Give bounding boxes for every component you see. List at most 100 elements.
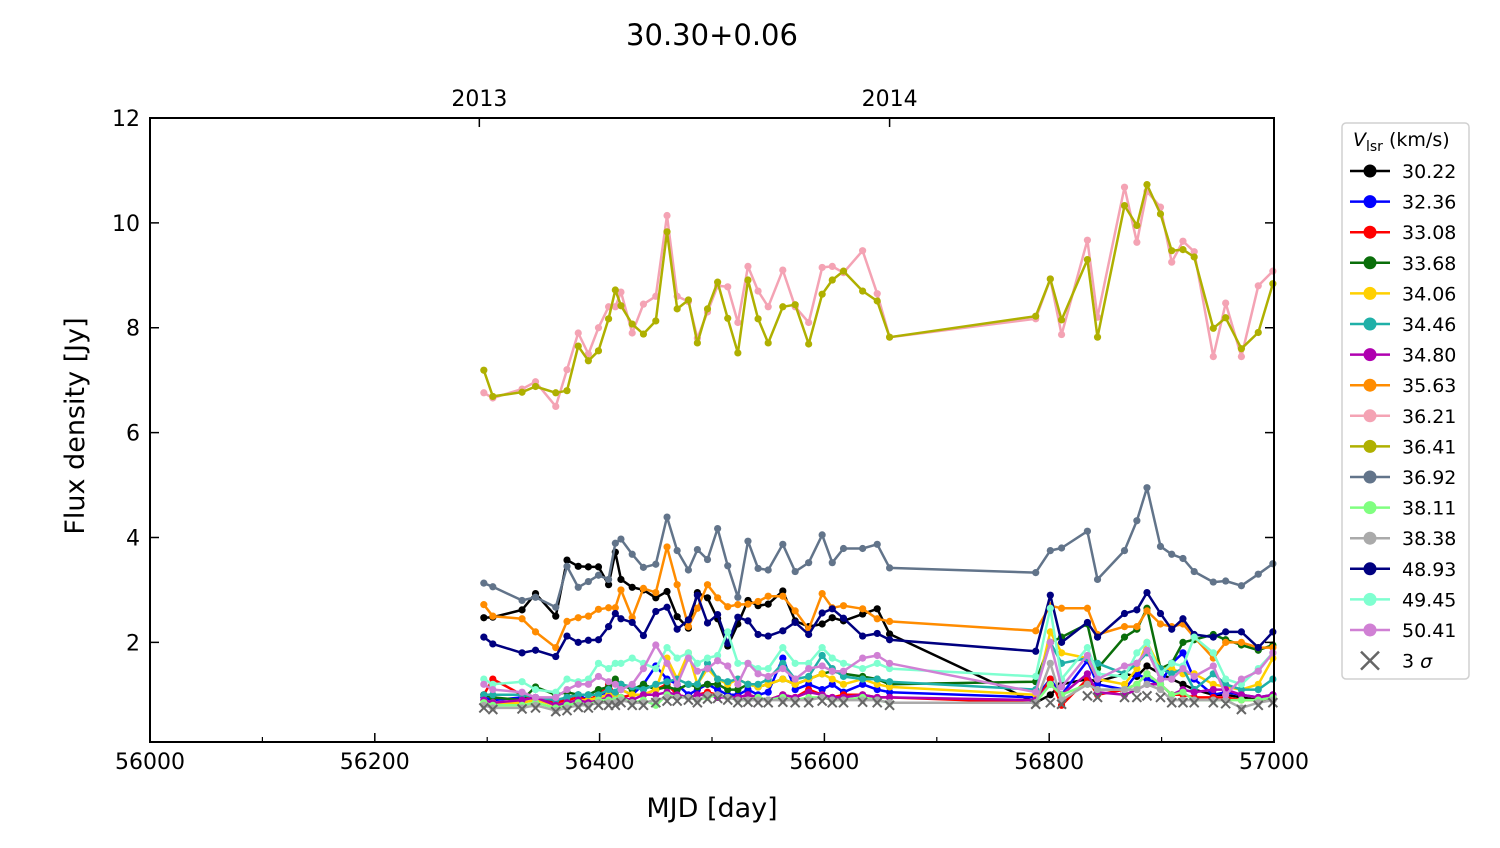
data-point	[859, 544, 867, 553]
legend-item: 34.80	[1350, 345, 1456, 367]
data-point	[584, 612, 592, 620]
data-point	[828, 675, 836, 683]
data-point	[673, 625, 681, 633]
data-point	[1057, 330, 1066, 339]
data-point	[873, 605, 881, 613]
data-point	[1179, 554, 1187, 563]
legend-marker	[1363, 378, 1377, 392]
data-point	[779, 587, 787, 595]
series-layer	[478, 180, 1279, 717]
y-tick-label: 10	[112, 212, 140, 237]
data-point	[617, 586, 625, 594]
data-point	[574, 583, 582, 591]
data-point	[1237, 704, 1246, 712]
data-point	[480, 366, 488, 374]
data-point	[1156, 609, 1165, 618]
data-point	[714, 685, 722, 694]
data-point	[1133, 623, 1141, 631]
sigma-marker	[1236, 704, 1247, 715]
data-point	[628, 618, 636, 627]
data-point	[652, 641, 660, 649]
sigma-marker	[803, 697, 814, 708]
data-point	[628, 680, 636, 688]
legend-item: 38.11	[1350, 498, 1456, 520]
data-point	[652, 685, 660, 694]
data-point	[764, 600, 772, 608]
data-point	[663, 543, 671, 551]
data-point	[584, 691, 592, 699]
data-point	[1237, 696, 1246, 704]
legend-title-unit: (km/s)	[1383, 129, 1450, 151]
data-point	[818, 620, 826, 628]
series-line	[483, 486, 1274, 609]
data-point	[518, 615, 526, 623]
data-point	[1269, 560, 1277, 568]
data-point	[639, 664, 648, 673]
data-point	[611, 539, 619, 547]
legend-item: 33.08	[1350, 222, 1456, 244]
data-point	[1143, 662, 1151, 670]
data-point	[754, 630, 762, 639]
data-point	[1254, 570, 1262, 578]
data-point	[1120, 609, 1129, 618]
data-point	[885, 688, 894, 696]
legend-marker	[1363, 439, 1377, 453]
legend-item: 36.41	[1350, 436, 1456, 458]
data-point	[684, 296, 692, 304]
data-point	[1209, 680, 1217, 688]
data-point	[1269, 280, 1277, 288]
data-point	[724, 678, 732, 686]
data-point	[684, 680, 692, 688]
chart-title: 30.30+0.06	[626, 18, 798, 52]
data-point	[480, 680, 488, 688]
series-line	[483, 607, 1274, 694]
data-point	[1179, 246, 1187, 254]
data-point	[1254, 685, 1262, 694]
sigma-marker	[487, 704, 499, 715]
data-point	[489, 583, 497, 591]
data-point	[779, 654, 787, 662]
data-point	[1120, 633, 1129, 641]
data-point	[885, 564, 894, 572]
data-point	[617, 680, 625, 688]
data-point	[1143, 607, 1151, 615]
data-point	[873, 297, 881, 305]
data-point	[1133, 649, 1141, 657]
data-point	[617, 535, 625, 543]
data-point	[693, 339, 701, 347]
data-point	[1057, 316, 1066, 324]
data-point	[574, 562, 582, 570]
data-point	[791, 680, 799, 688]
legend-item: 36.92	[1350, 467, 1456, 489]
data-point	[652, 664, 660, 673]
sigma-marker	[762, 697, 774, 708]
data-point	[594, 324, 603, 332]
legend-marker	[1363, 286, 1377, 300]
legend-marker	[1363, 409, 1377, 423]
data-point	[791, 607, 799, 615]
sigma-marker	[683, 694, 694, 706]
data-point	[828, 559, 836, 567]
data-point	[885, 636, 894, 644]
data-point	[604, 623, 613, 631]
data-point	[818, 670, 826, 678]
data-point	[805, 340, 813, 348]
data-point	[563, 562, 571, 570]
data-point	[839, 672, 848, 681]
data-point	[1057, 604, 1066, 612]
data-point	[714, 278, 722, 286]
data-point	[1046, 275, 1054, 283]
series-36-41	[480, 180, 1277, 401]
data-point	[885, 617, 894, 625]
sigma-marker	[561, 705, 573, 716]
sigma-marker	[857, 696, 868, 708]
legend-label: 49.45	[1402, 589, 1456, 611]
data-point	[1046, 547, 1054, 555]
data-point	[839, 680, 848, 688]
data-point	[574, 329, 582, 337]
data-point	[639, 300, 648, 308]
data-point	[552, 612, 560, 620]
sigma-marker	[712, 693, 723, 704]
data-point	[791, 659, 799, 667]
data-point	[1143, 180, 1151, 189]
